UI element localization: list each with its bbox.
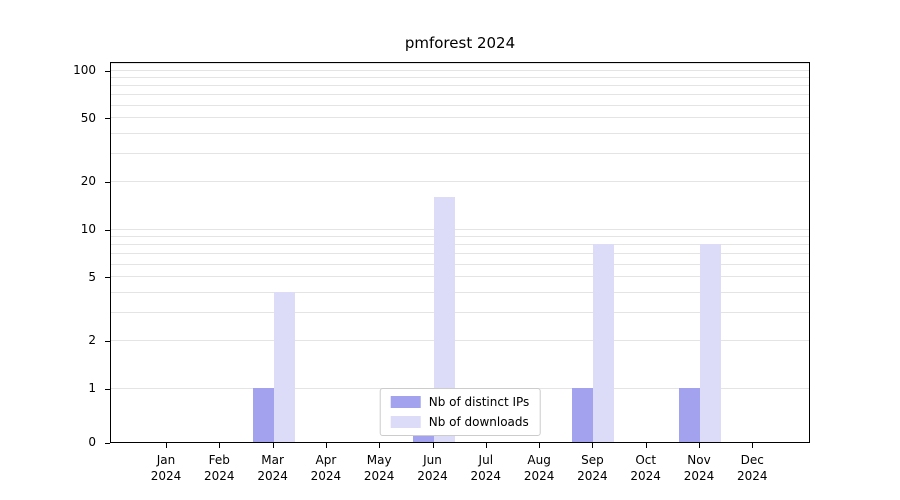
x-tick-label: Jul 2024 — [470, 453, 502, 483]
gridline — [111, 243, 809, 245]
gridline — [111, 263, 809, 265]
x-tick-mark — [325, 443, 327, 448]
gridline — [111, 104, 809, 106]
gridline — [111, 132, 809, 134]
x-tick-label: Mar 2024 — [257, 453, 288, 483]
x-tick-label: Feb 2024 — [204, 453, 235, 483]
x-axis: Jan 2024 Feb 2024 Mar 2024 Apr 2024 May 2024 Jun 20… — [110, 443, 810, 499]
gridline — [111, 339, 809, 341]
y-tick-label: 100 — [73, 63, 96, 77]
gridline — [111, 311, 809, 313]
bar-downloads — [273, 292, 295, 442]
y-tick-mark — [105, 229, 110, 231]
gridline — [111, 62, 809, 64]
x-tick-label: Sep 2024 — [577, 453, 608, 483]
legend-entry-downloads: Nb of downloads — [390, 415, 530, 429]
bar-downloads — [433, 196, 455, 442]
y-tick-mark — [105, 388, 110, 390]
gridline — [111, 235, 809, 237]
bar-distinct-ips — [572, 388, 594, 442]
x-tick-mark — [166, 443, 167, 448]
x-tick-label: Jan 2024 — [150, 453, 182, 483]
gridline — [111, 180, 809, 182]
x-tick-mark — [272, 443, 274, 448]
x-tick-mark — [645, 443, 647, 448]
gridline — [111, 84, 809, 86]
y-tick-label: 0 — [88, 435, 96, 449]
x-tick-label: Dec 2024 — [737, 453, 768, 483]
legend-entry-distinct-ips: Nb of distinct IPs — [390, 395, 530, 409]
bar-downloads — [593, 244, 615, 442]
y-tick-mark — [105, 277, 110, 279]
bar-downloads — [700, 244, 721, 442]
gridline — [111, 94, 809, 96]
gridline — [111, 117, 809, 119]
y-tick-mark — [105, 181, 110, 183]
y-tick-label: 2 — [88, 333, 96, 348]
x-tick-label: Apr 2024 — [310, 453, 342, 483]
chart-title: pmforest 2024 — [404, 34, 516, 52]
y-tick-label: 1 — [88, 381, 96, 395]
x-tick-mark — [752, 443, 754, 448]
gridline — [111, 152, 809, 154]
legend-swatch-downloads — [390, 416, 421, 428]
y-tick-label: 20 — [80, 174, 96, 189]
y-tick-mark — [105, 340, 110, 342]
x-tick-mark — [539, 443, 541, 448]
y-tick-label: 50 — [80, 110, 96, 125]
x-tick-label: Aug 2024 — [523, 453, 555, 483]
legend: Nb of distinct IPs Nb of downloads — [379, 388, 541, 436]
y-tick-mark — [105, 442, 110, 444]
x-tick-mark — [432, 443, 434, 448]
legend-label-distinct-ips: Nb of distinct IPs — [428, 395, 530, 409]
x-tick-mark — [379, 443, 381, 448]
gridline — [111, 69, 809, 71]
y-tick-label: 10 — [80, 222, 96, 236]
x-tick-mark — [219, 443, 221, 448]
x-tick-label: Jun 2024 — [417, 453, 448, 483]
y-tick-mark — [105, 118, 110, 120]
gridline — [111, 76, 809, 78]
bar-distinct-ips — [679, 388, 700, 442]
gridline — [111, 276, 809, 278]
x-tick-mark — [485, 443, 487, 448]
x-tick-mark — [592, 443, 594, 448]
y-tick-mark — [105, 70, 110, 72]
gridline — [111, 291, 809, 293]
x-tick-label: Oct 2024 — [630, 453, 661, 483]
x-tick-label: Nov 2024 — [683, 453, 715, 483]
x-tick-mark — [699, 443, 700, 448]
y-tick-label: 5 — [88, 269, 96, 284]
legend-label-downloads: Nb of downloads — [428, 415, 529, 429]
x-tick-label: May 2024 — [363, 453, 395, 483]
y-axis: 0 1 2 5 10 20 50 100 — [0, 62, 110, 449]
gridline — [111, 253, 809, 255]
legend-swatch-distinct-ips — [390, 396, 421, 408]
gridline — [111, 228, 809, 230]
bar-distinct-ips — [252, 388, 274, 442]
plot-area: Nb of distinct IPs Nb of downloads — [110, 62, 810, 443]
